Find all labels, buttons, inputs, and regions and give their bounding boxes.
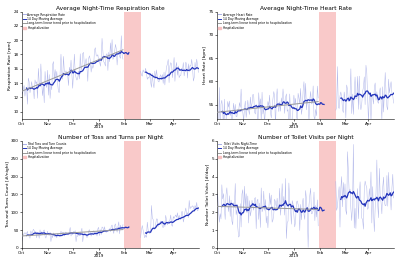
Title: Number of Toilet Visits per Night: Number of Toilet Visits per Night <box>258 135 354 140</box>
Bar <box>319 141 336 248</box>
Bar <box>319 12 336 119</box>
Bar <box>124 141 140 248</box>
Legend: Toilet Visits Night-Time, 14 Day Moving Average, Long-term linear trend prior to: Toilet Visits Night-Time, 14 Day Moving … <box>218 142 292 159</box>
Legend: Total Toss and Turn Counts, 14 Day Moving Average, Long-term linear trend prior : Total Toss and Turn Counts, 14 Day Movin… <box>22 142 96 159</box>
Title: Average Night-Time Respiration Rate: Average Night-Time Respiration Rate <box>56 6 165 11</box>
Y-axis label: Respiration Rate [rpm]: Respiration Rate [rpm] <box>8 41 12 90</box>
Title: Number of Toss and Turns per Night: Number of Toss and Turns per Night <box>58 135 163 140</box>
Bar <box>124 12 140 119</box>
Legend: Average Respiration Rate, 14 Day Moving Average, Long-term linear trend prior to: Average Respiration Rate, 14 Day Moving … <box>22 12 96 30</box>
Y-axis label: Heart Rate [bpm]: Heart Rate [bpm] <box>203 46 207 84</box>
Legend: Average Heart Rate, 14 Day Moving Average, Long-term linear trend prior to hospi: Average Heart Rate, 14 Day Moving Averag… <box>218 12 292 30</box>
Title: Average Night-Time Heart Rate: Average Night-Time Heart Rate <box>260 6 352 11</box>
Y-axis label: Toss and Turns Count [#/night]: Toss and Turns Count [#/night] <box>6 161 10 228</box>
Y-axis label: Number Toilet Visits [#/day]: Number Toilet Visits [#/day] <box>206 164 210 225</box>
